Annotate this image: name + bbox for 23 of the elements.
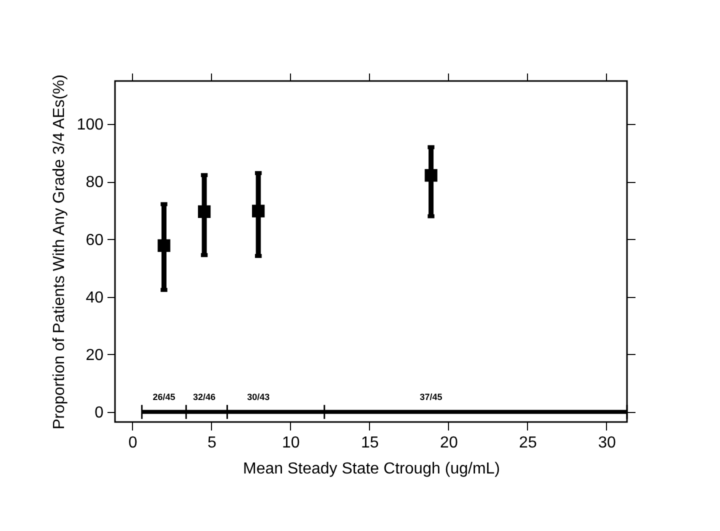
point xyxy=(198,205,211,218)
x-axis-title: Mean Steady State Ctrough (ug/mL) xyxy=(242,460,500,478)
point xyxy=(158,239,170,252)
annotation: 32/46 xyxy=(193,392,216,402)
x-tick-label: 5 xyxy=(207,434,216,452)
y-tick-label: 0 xyxy=(94,404,104,422)
x-tick-label: 10 xyxy=(282,434,300,452)
y-axis-title: Proportion of Patients With Any Grade 3/4 AEs(%) xyxy=(50,74,68,430)
y-tick-label: 20 xyxy=(86,346,104,364)
y-tick-label: 100 xyxy=(76,116,104,134)
annotation: 26/45 xyxy=(152,392,176,402)
annotation: 30/43 xyxy=(247,392,270,402)
x-tick-label: 15 xyxy=(361,434,379,452)
point xyxy=(252,204,265,218)
point xyxy=(424,169,438,182)
y-tick-label: 40 xyxy=(86,289,104,306)
x-tick-label: 20 xyxy=(440,434,458,452)
y-tick-label: 80 xyxy=(86,174,104,192)
x-tick-label: 0 xyxy=(128,434,138,452)
x-tick-label: 30 xyxy=(598,434,616,452)
annotation: 37/45 xyxy=(420,392,442,402)
x-tick-label: 25 xyxy=(519,434,537,452)
y-tick-label: 60 xyxy=(86,232,104,249)
